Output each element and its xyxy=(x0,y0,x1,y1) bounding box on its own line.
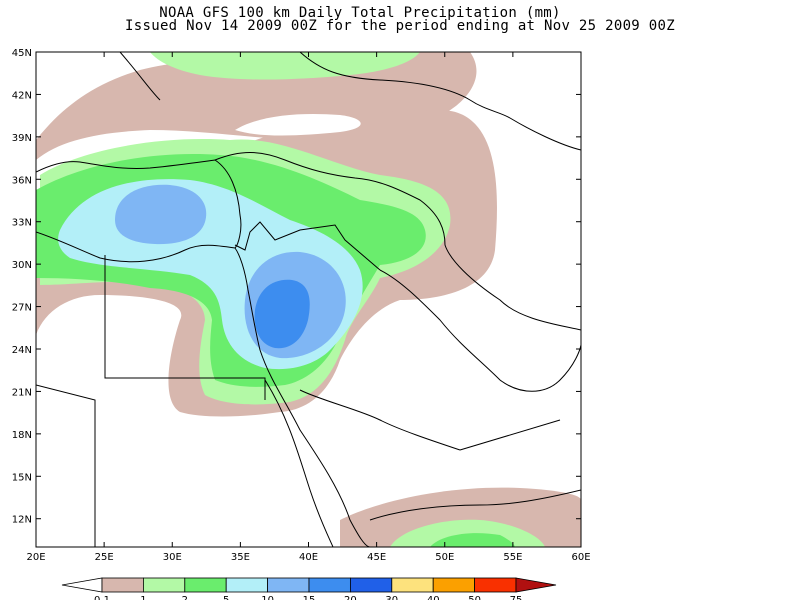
lat-tick-label: 42N xyxy=(12,90,32,101)
lon-tick-label: 30E xyxy=(163,552,182,563)
legend-label: 5 xyxy=(223,595,229,600)
legend-swatch-high xyxy=(515,577,557,593)
longitude-axis: 20E 25E 30E 35E 40E 45E 50E 55E 60E xyxy=(26,52,591,563)
latitude-axis: 45N 42N 39N 36N 33N 30N 27N 24N 21N 18N 15N 12N xyxy=(12,48,581,526)
lon-tick-label: 45E xyxy=(367,552,386,563)
legend-swatch xyxy=(308,577,351,593)
legend-label: 50 xyxy=(468,595,481,600)
legend-label: 0.1 xyxy=(94,595,110,600)
map-title-line-2: Issued Nov 14 2009 00Z for the period en… xyxy=(125,18,675,34)
lon-tick-label: 40E xyxy=(299,552,318,563)
lon-tick-label: 20E xyxy=(26,552,45,563)
lat-tick-label: 36N xyxy=(12,175,32,186)
legend-swatch xyxy=(267,577,310,593)
lat-tick-label: 15N xyxy=(12,472,32,483)
legend-label: 1 xyxy=(140,595,146,600)
map-title-line-1: NOAA GFS 100 km Daily Total Precipitatio… xyxy=(159,5,561,21)
lon-tick-label: 55E xyxy=(503,552,522,563)
lat-tick-label: 24N xyxy=(12,345,32,356)
lat-tick-label: 30N xyxy=(12,260,32,271)
legend-swatch xyxy=(432,577,476,593)
legend-swatch xyxy=(474,577,517,593)
legend-label: 20 xyxy=(344,595,357,600)
legend-label: 2 xyxy=(182,595,188,600)
legend-swatch xyxy=(142,577,186,593)
legend-swatch xyxy=(184,577,227,593)
lon-tick-label: 25E xyxy=(95,552,114,563)
lat-tick-label: 12N xyxy=(12,515,32,526)
legend-label: 10 xyxy=(261,595,274,600)
precip-band-15-20 xyxy=(254,279,310,349)
lat-tick-label: 18N xyxy=(12,430,32,441)
coastline-borders xyxy=(36,52,581,547)
lon-tick-label: 35E xyxy=(231,552,250,563)
lon-tick-label: 60E xyxy=(571,552,590,563)
legend-swatch-low xyxy=(61,577,103,593)
legend-swatch xyxy=(225,577,268,593)
lat-tick-label: 39N xyxy=(12,133,32,144)
lon-tick-label: 50E xyxy=(435,552,454,563)
precipitation-legend: 0.1 1 2 5 10 15 20 30 40 50 75 xyxy=(61,577,557,600)
legend-label: 75 xyxy=(510,595,523,600)
lat-tick-label: 33N xyxy=(12,218,32,229)
lat-tick-label: 45N xyxy=(12,48,32,59)
legend-swatch xyxy=(101,577,144,593)
legend-swatch xyxy=(391,577,434,593)
lat-tick-label: 27N xyxy=(12,303,32,314)
legend-swatch xyxy=(349,577,393,593)
legend-label: 15 xyxy=(303,595,316,600)
legend-label: 30 xyxy=(385,595,398,600)
legend-label: 40 xyxy=(427,595,440,600)
lat-tick-label: 21N xyxy=(12,387,32,398)
